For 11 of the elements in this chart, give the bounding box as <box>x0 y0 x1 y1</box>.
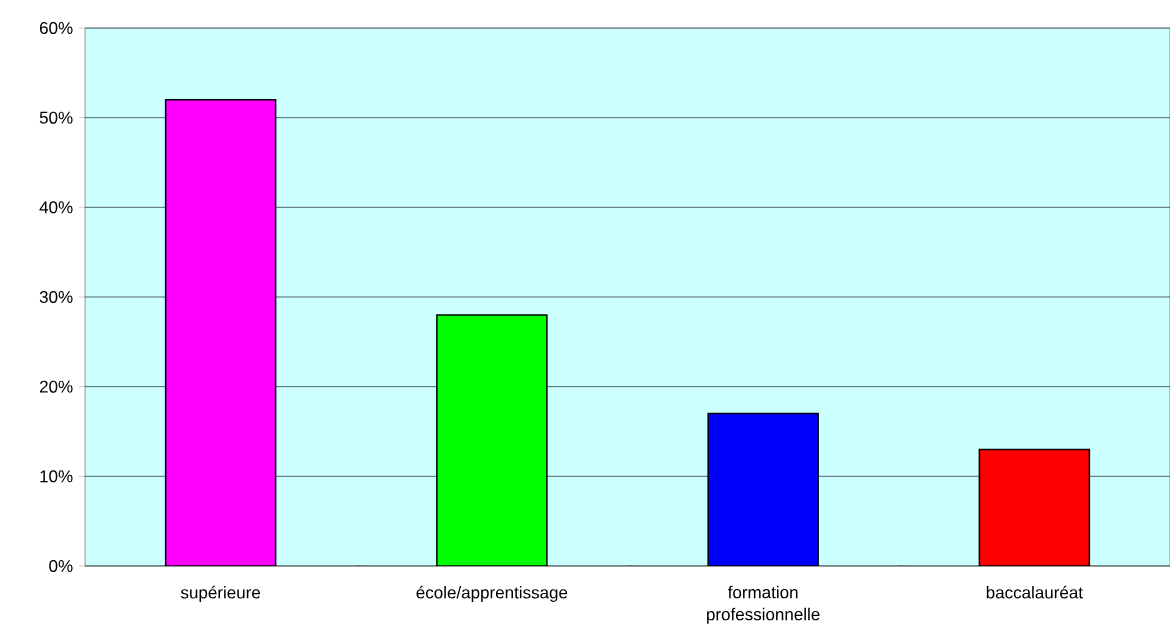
y-tick-label: 50% <box>39 111 73 124</box>
x-tick-label: baccalauréat <box>986 585 1083 599</box>
y-tick-label: 30% <box>39 290 73 304</box>
y-tick-label: 40% <box>39 201 73 214</box>
x-tick-label: école/apprentissage <box>416 585 568 602</box>
x-tick-label: formation professionnelle <box>707 585 820 624</box>
y-tick-label: 20% <box>39 380 73 393</box>
x-tick-label: supérieure <box>180 585 261 602</box>
y-tick-label: 0% <box>49 559 73 573</box>
y-tick-label: 60% <box>39 21 73 35</box>
y-tick-label: 10% <box>40 470 73 483</box>
